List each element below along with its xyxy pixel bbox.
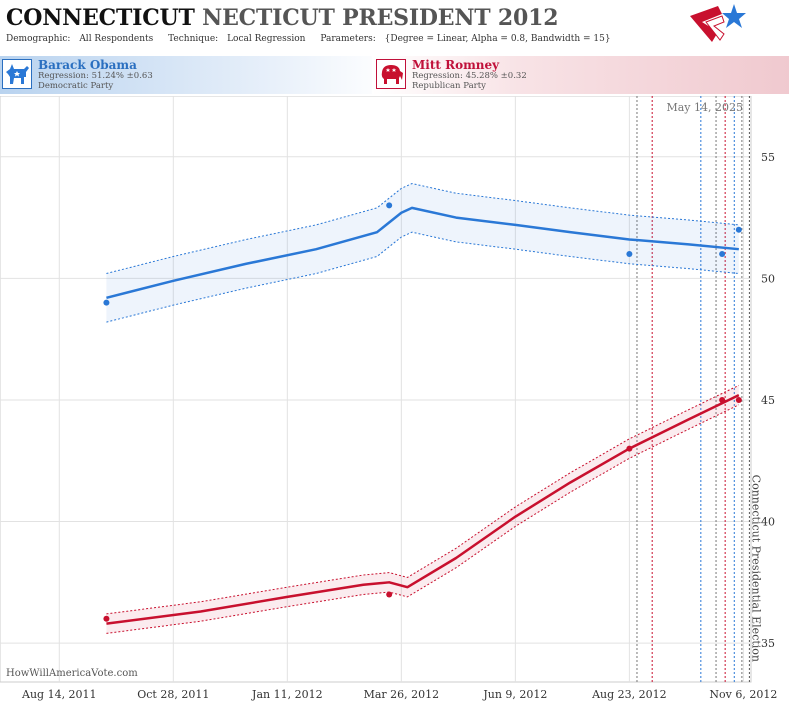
democrat-band [0,56,390,94]
chart-header: CONNECTICUT NECTICUT PRESIDENT 2012 Demo… [0,0,750,52]
confidence-lower [106,231,739,323]
trend-line [106,206,739,300]
elephant-icon [376,59,406,89]
poll-point [719,251,726,258]
poll-point [719,396,726,403]
watermark: HowWillAmericaVote.com [6,668,138,679]
series-layer [103,183,742,634]
poll-point [386,591,393,598]
x-tick-label: Mar 26, 2012 [364,688,440,701]
page-title: CONNECTICUT NECTICUT PRESIDENT 2012 [6,5,559,31]
current-date-label: May 14, 2025 [666,101,743,114]
x-axis: Aug 14, 2011 Oct 28, 2011 Jan 11, 2012 Mar … [21,688,777,701]
demographic-label: Demographic: [6,34,71,44]
y-tick-label: 45 [761,394,775,407]
x-tick-label: Oct 28, 2011 [137,688,209,701]
x-tick-label: Aug 23, 2012 [591,688,667,701]
x-tick-label: Jan 11, 2012 [251,688,323,701]
candidate-regression: Regression: 51.24% ±0.63 [38,71,153,81]
title-state: CONNECTICUT [6,5,195,31]
poll-point [735,226,742,233]
x-tick-label: Jun 9, 2012 [482,688,547,701]
y-tick-label: 50 [761,272,775,285]
x-tick-label: Aug 14, 2011 [21,688,97,701]
y-axis: 35 40 45 50 55 [761,151,775,650]
technique-value: Local Regression [227,34,306,44]
chart-parameters: Demographic: All Respondents Technique: … [6,34,623,44]
confidence-lower [106,404,740,634]
poll-point [103,299,110,306]
poll-point [735,396,742,403]
trend-line [106,393,740,625]
poll-point [386,202,393,209]
poll-point [103,615,110,622]
confidence-upper [106,183,739,274]
y-tick-label: 35 [761,637,775,650]
candidate-name: Barack Obama [38,58,137,72]
confidence-band [106,183,739,323]
candidate-name: Mitt Romney [412,58,500,72]
site-logo-icon [690,4,746,42]
confidence-band [106,385,739,634]
trend-chart: Aug 14, 2011 Oct 28, 2011 Jan 11, 2012 Mar … [0,96,777,701]
republican-band [372,56,789,94]
election-label: Connecticut Presidential Election [749,475,762,662]
grid-lines [0,96,751,682]
y-tick-label: 55 [761,151,775,164]
demographic-value: All Respondents [79,34,154,44]
parameters-label: Parameters: [320,34,376,44]
poll-point [626,445,633,452]
parameters-value: {Degree = Linear, Alpha = 0.8, Bandwidth… [384,34,611,44]
confidence-upper [106,384,740,615]
x-tick-label: Nov 6, 2012 [709,688,777,701]
donkey-icon [2,59,32,89]
candidate-party: Republican Party [412,81,486,91]
plot-area [0,96,752,683]
candidate-party: Democratic Party [38,81,114,91]
candidate-regression: Regression: 45.28% ±0.32 [412,71,527,81]
poll-point [626,251,633,258]
title-race: NECTICUT PRESIDENT 2012 [202,5,559,31]
y-tick-label: 40 [761,516,775,529]
technique-label: Technique: [168,34,219,44]
poll-date-lines [636,96,750,682]
